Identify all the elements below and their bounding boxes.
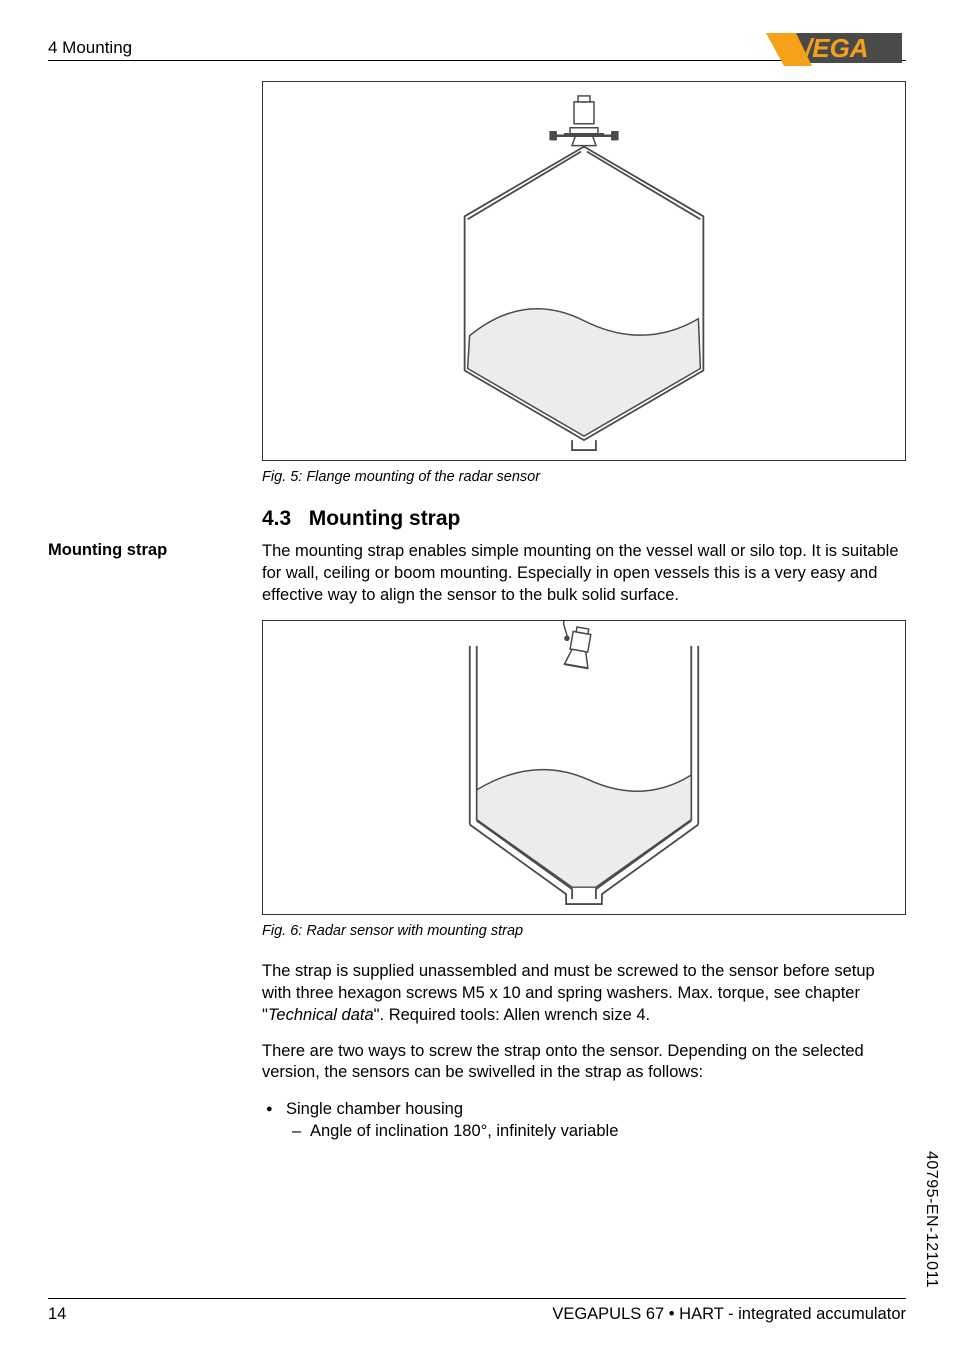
para-strap-assembly: The strap is supplied unassembled and mu…: [262, 961, 906, 1026]
bullet-list: Single chamber housing Angle of inclinat…: [262, 1098, 906, 1143]
vega-logo: /EGA: [766, 30, 906, 71]
section-heading-4-3: 4.3 Mounting strap: [262, 507, 906, 531]
para-strap-two-ways: There are two ways to screw the strap on…: [262, 1041, 906, 1085]
header-section-title: 4 Mounting: [48, 38, 132, 58]
figure-5-caption: Fig. 5: Flange mounting of the radar sen…: [262, 469, 906, 485]
page-number: 14: [48, 1305, 66, 1324]
para-mounting-strap-intro: The mounting strap enables simple mounti…: [262, 541, 906, 606]
footer-doc-title: VEGAPULS 67 • HART - integrated accumula…: [552, 1305, 906, 1324]
bullet1-sub1-text: Angle of inclination 180°, infinitely va…: [310, 1122, 618, 1140]
figure-5: [262, 81, 906, 461]
para-strap1-em: Technical data: [268, 1006, 374, 1024]
figure-6-caption: Fig. 6: Radar sensor with mounting strap: [262, 923, 906, 939]
sub-bullet-angle: Angle of inclination 180°, infinitely va…: [292, 1120, 906, 1142]
figure-6: [262, 620, 906, 915]
page-footer: 14 VEGAPULS 67 • HART - integrated accum…: [48, 1298, 906, 1324]
section-title: Mounting strap: [309, 507, 461, 530]
bullet1-text: Single chamber housing: [286, 1100, 463, 1118]
side-label-mounting-strap: Mounting strap: [48, 541, 244, 560]
bullet-single-chamber: Single chamber housing Angle of inclinat…: [266, 1098, 906, 1143]
section-number: 4.3: [262, 507, 291, 530]
svg-text:/EGA: /EGA: [804, 33, 869, 63]
para-strap1-b: ". Required tools: Allen wrench size 4.: [374, 1006, 650, 1024]
doc-code-vertical: 40795-EN-121011: [922, 1151, 940, 1288]
